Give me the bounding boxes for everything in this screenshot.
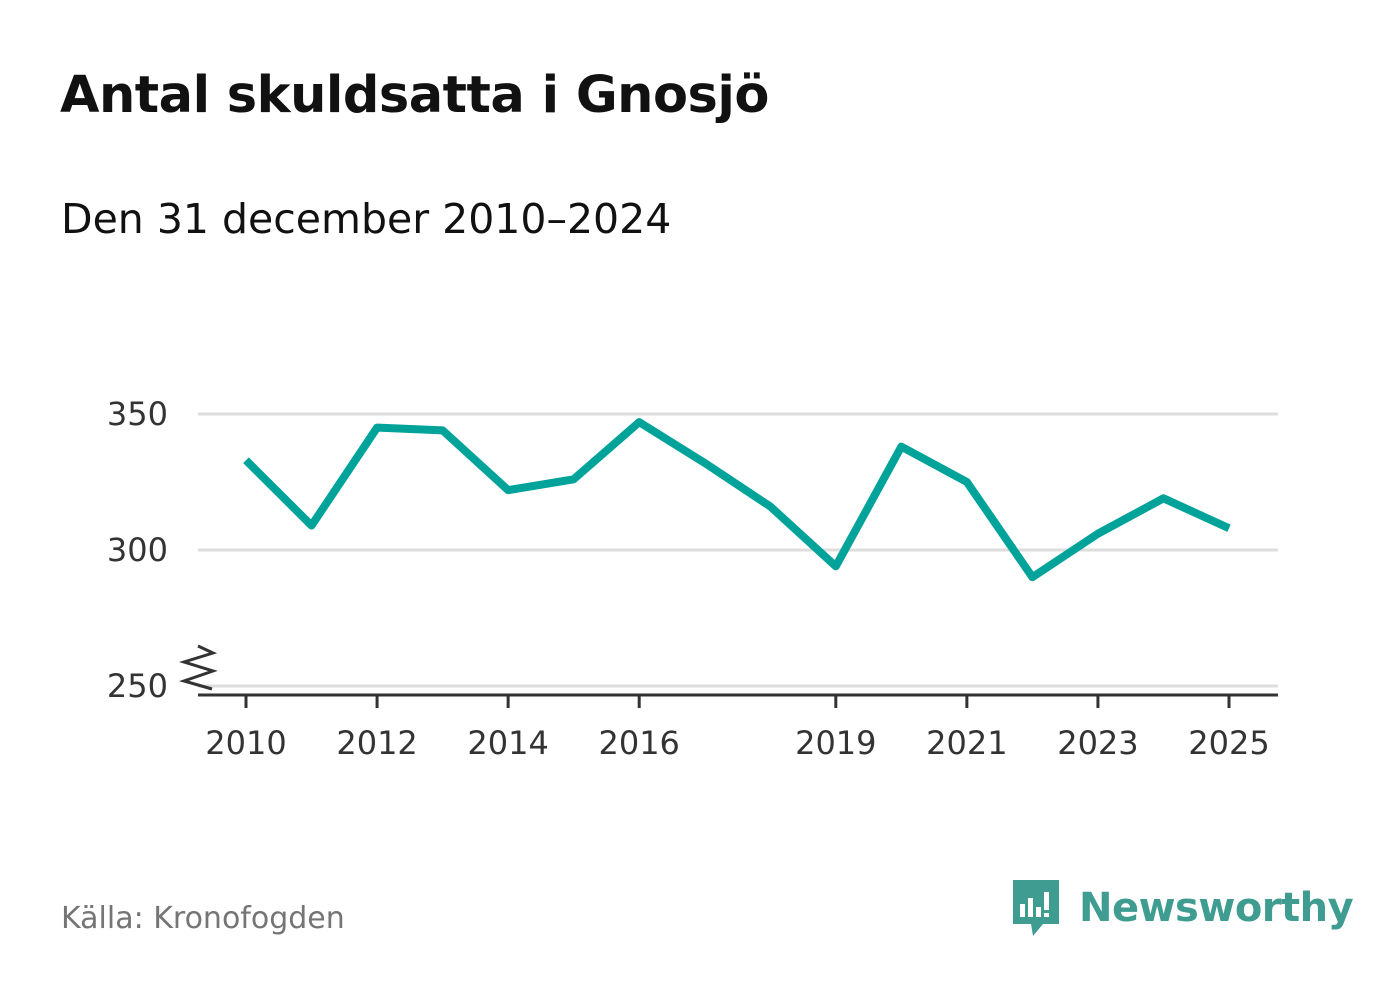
y-tick-label-350: 350 — [107, 395, 168, 433]
x-tick-label-2012: 2012 — [336, 724, 417, 762]
x-tick-label-2021: 2021 — [926, 724, 1007, 762]
x-tick-label-2010: 2010 — [205, 724, 286, 762]
x-tick-label-2025: 2025 — [1188, 724, 1269, 762]
x-tick-label-2014: 2014 — [467, 724, 548, 762]
line-chart: 250 300 350 2010 2012 2014 2016 2019 2021 2023 202… — [107, 395, 1278, 762]
gridlines — [198, 412, 1278, 688]
brand-name: Newsworthy — [1079, 885, 1354, 931]
y-axis-break-marker — [178, 644, 218, 691]
source-note: Källa: Kronofogden — [61, 901, 345, 936]
brand-logo[interactable]: Newsworthy — [1011, 878, 1354, 938]
x-tick-label-2019: 2019 — [795, 724, 876, 762]
series — [243, 418, 1231, 582]
x-tick-label-2023: 2023 — [1057, 724, 1138, 762]
x-tick-label-2016: 2016 — [598, 724, 679, 762]
axes: 250 300 350 2010 2012 2014 2016 2019 2021 2023 202… — [107, 395, 1278, 762]
chart-title: Antal skuldsatta i Gnosjö — [60, 66, 769, 125]
y-tick-label-250: 250 — [107, 667, 168, 705]
bar-chart-speech-bubble-icon — [1013, 880, 1059, 936]
series-line-0 — [243, 418, 1231, 582]
chart-subtitle: Den 31 december 2010–2024 — [61, 195, 672, 243]
y-tick-label-300: 300 — [107, 531, 168, 569]
